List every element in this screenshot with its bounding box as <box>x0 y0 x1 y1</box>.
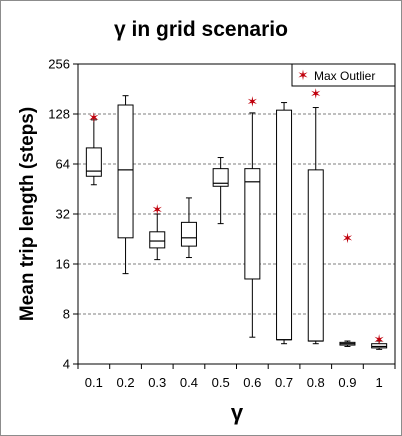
axes: 4 8 16 32 64 128 256 0.1 0.2 0.3 0.4 0.5 0.6 0.7 0.8 0.… <box>48 57 396 390</box>
box-iqr <box>276 109 293 341</box>
x-tick-label: 0.5 <box>212 375 230 390</box>
legend-label-max-outlier: Max Outlier <box>314 69 375 83</box>
box-iqr <box>180 221 197 247</box>
box-0.6: ✶ <box>244 94 261 338</box>
box-0.1: ✶ <box>85 109 102 186</box>
y-tick-label: 4 <box>63 357 70 372</box>
box-iqr <box>307 169 324 342</box>
legend: ✶ Max Outlier <box>291 63 396 87</box>
y-axis-label: Mean trip length (steps) <box>17 107 38 321</box>
y-tick-label: 8 <box>63 307 70 322</box>
x-tick-label: 0.1 <box>85 375 103 390</box>
box-1: ✶ <box>371 332 388 350</box>
legend-box <box>291 63 396 87</box>
x-tick-label: 1 <box>376 375 383 390</box>
y-tick-label: 32 <box>56 207 70 222</box>
x-tick-label: 0.2 <box>117 375 135 390</box>
box-iqr <box>85 147 102 177</box>
box-0.2 <box>117 95 134 275</box>
box-iqr <box>371 343 388 349</box>
box-0.4 <box>180 197 197 259</box>
max-outlier-marker: ✶ <box>342 230 354 246</box>
x-tick-label: 0.6 <box>243 375 261 390</box>
x-axis-label: γ <box>231 400 244 425</box>
x-tick-label: 0.4 <box>180 375 198 390</box>
x-tick-label: 0.3 <box>148 375 166 390</box>
x-tick-label: 0.7 <box>275 375 293 390</box>
max-outlier-marker: ✶ <box>88 109 100 125</box>
max-outlier-marker: ✶ <box>373 332 385 348</box>
outlier-marker-icon: ✶ <box>297 67 309 83</box>
box-iqr <box>212 168 229 187</box>
y-tick-label: 16 <box>56 257 70 272</box>
x-tick-label: 0.8 <box>307 375 325 390</box>
box-0.7 <box>276 102 293 345</box>
box-0.8: ✶ <box>307 86 324 345</box>
box-0.5 <box>212 157 229 225</box>
box-series: ✶ ✶ ✶ ✶ ✶ ✶ <box>85 86 388 350</box>
x-tick-label: 0.9 <box>338 375 356 390</box>
y-tick-label: 64 <box>56 157 70 172</box>
box-iqr <box>244 168 261 280</box>
box-iqr <box>117 104 134 239</box>
y-tick-label: 128 <box>48 107 70 122</box>
max-outlier-marker: ✶ <box>310 86 322 102</box>
box-0.3: ✶ <box>149 202 166 261</box>
box-iqr <box>149 231 166 249</box>
box-0.9: ✶ <box>339 230 356 347</box>
y-tick-label: 256 <box>48 57 70 72</box>
max-outlier-marker: ✶ <box>246 94 258 110</box>
max-outlier-marker: ✶ <box>151 202 163 218</box>
chart-title: γ in grid scenario <box>114 18 288 41</box>
